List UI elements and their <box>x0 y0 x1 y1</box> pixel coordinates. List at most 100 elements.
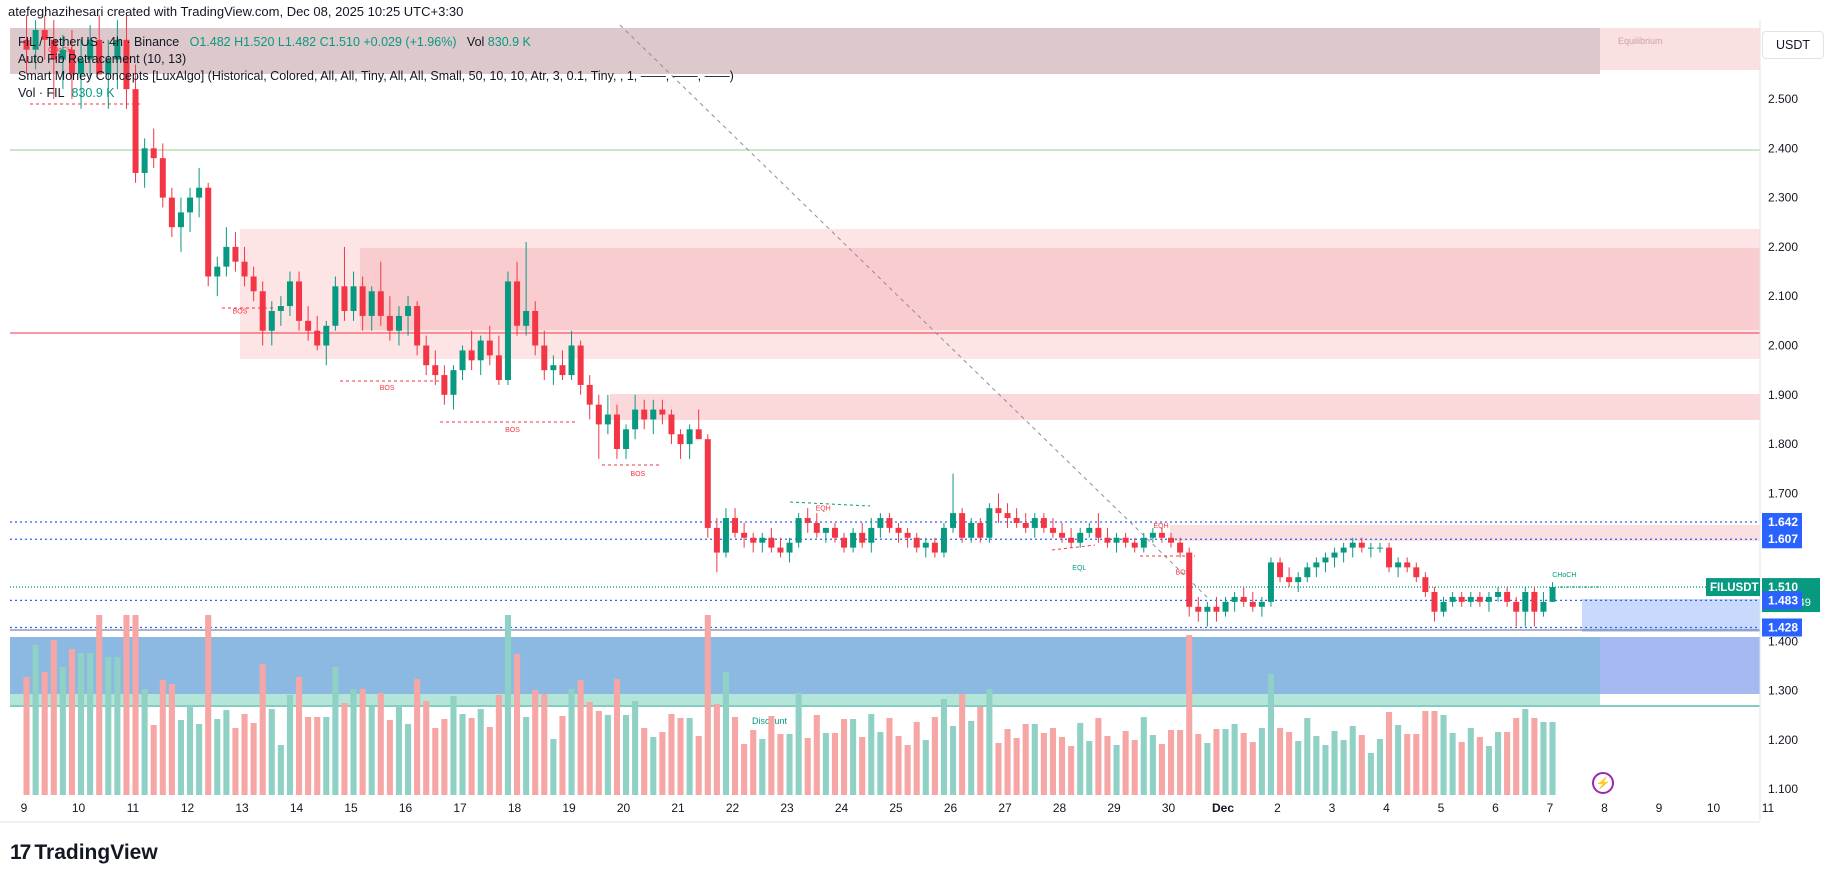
volume-bar <box>1358 735 1365 795</box>
candle-body <box>187 197 194 213</box>
candle-body <box>468 350 475 361</box>
candle-body <box>795 518 802 543</box>
volume-bar <box>1177 730 1184 795</box>
legend-symbol-row[interactable]: FIL / TetherUS · 4h · Binance O1.482 H1.… <box>18 35 531 49</box>
volume-bar <box>432 728 439 795</box>
candle-body <box>78 59 85 75</box>
discount-zone-bottom <box>10 694 1600 705</box>
volume-bar <box>659 732 666 795</box>
volume-bar <box>59 667 66 795</box>
candle-body <box>477 340 484 361</box>
volume-bar <box>332 667 339 795</box>
price-tick-label: 1.900 <box>1768 388 1798 402</box>
volume-bar <box>704 615 711 795</box>
currency-button[interactable]: USDT <box>1762 31 1824 59</box>
volume-bar <box>32 645 39 795</box>
time-tick-label: 10 <box>72 801 86 815</box>
volume-bar <box>323 717 330 795</box>
fib-price-badge <box>1762 618 1802 637</box>
candle-body <box>32 29 39 50</box>
time-tick-label: 10 <box>1707 801 1721 815</box>
volume-bar <box>1413 734 1420 795</box>
volume-bar <box>286 695 293 795</box>
candle-body <box>1458 596 1465 602</box>
candle-body <box>977 522 984 538</box>
candle-body <box>1086 527 1093 533</box>
candle-body <box>541 345 548 371</box>
candle-body <box>859 532 866 543</box>
volume-bar <box>1331 731 1338 795</box>
volume-bar <box>1168 730 1175 795</box>
volume-bar <box>1540 722 1547 795</box>
volume-bar <box>350 689 357 795</box>
flash-icon[interactable]: ⚡ <box>1592 772 1614 794</box>
volume-bar <box>1458 742 1465 795</box>
discount-zone <box>10 637 1600 694</box>
volume-bar <box>1386 712 1393 795</box>
volume-bar <box>732 717 739 795</box>
legend-fib-indicator[interactable]: Auto Fib Retracement (10, 13) <box>18 52 187 66</box>
candle-body <box>1222 601 1229 612</box>
candle-body <box>1258 601 1265 607</box>
volume-bar <box>168 684 175 795</box>
volume-bar <box>950 726 957 795</box>
candle-body <box>1504 592 1511 602</box>
volume-bar <box>1349 726 1356 795</box>
legend-volume-row[interactable]: Vol · FIL 830.9 K <box>18 86 115 100</box>
time-tick-label: 5 <box>1438 801 1445 815</box>
candle-body <box>350 286 357 311</box>
volume-bar <box>386 720 393 795</box>
volume-bar <box>1422 711 1429 795</box>
volume-bar <box>241 714 248 795</box>
legend-vol-value: 830.9 K <box>487 35 531 49</box>
volume-bar <box>541 694 548 795</box>
volume-bar <box>604 715 611 795</box>
candle-body <box>868 527 875 543</box>
volume-bar <box>813 715 820 795</box>
premium-zone <box>10 28 1600 74</box>
candle-body <box>359 286 366 316</box>
legend-smc-indicator[interactable]: Smart Money Concepts [LuxAlgo] (Historic… <box>18 69 734 83</box>
time-tick-label: 25 <box>889 801 903 815</box>
volume-bar <box>940 699 947 795</box>
supply-zone-recent <box>1170 525 1760 541</box>
legend-symbol[interactable]: FIL / TetherUS · 4h · Binance <box>18 35 180 49</box>
volume-bar <box>1476 737 1483 795</box>
volume-bar <box>1031 724 1038 795</box>
candle-body <box>732 518 739 533</box>
candle-body <box>777 547 784 553</box>
candle-body <box>1549 587 1556 602</box>
candle-body <box>486 340 493 356</box>
structure-label-7: EQH <box>1153 523 1168 530</box>
candle-body <box>1049 527 1056 533</box>
volume-bar <box>550 739 557 795</box>
structure-line-5 <box>789 501 871 507</box>
candle-body <box>668 414 675 435</box>
price-tick-label: 1.200 <box>1768 733 1798 747</box>
candle-body <box>1340 547 1347 553</box>
candle-body <box>368 291 375 316</box>
volume-bar <box>368 707 375 795</box>
volume-bar <box>868 714 875 795</box>
tradingview-logo[interactable]: 17 TradingView <box>10 841 158 865</box>
time-tick-label: 28 <box>1053 801 1067 815</box>
volume-bar <box>1231 724 1238 795</box>
volume-bar <box>895 736 902 795</box>
volume-bar <box>931 717 938 795</box>
volume-bar <box>668 714 675 795</box>
volume-bar <box>859 737 866 795</box>
volume-bar <box>559 716 566 795</box>
volume-bar <box>831 733 838 795</box>
volume-bar <box>514 654 521 795</box>
order-block-recent <box>1582 599 1760 632</box>
volume-bar <box>750 730 757 795</box>
candle-body <box>722 518 729 553</box>
candle-body <box>1413 567 1420 578</box>
candle-body <box>586 384 593 405</box>
candle-body <box>1186 552 1193 607</box>
volume-bar <box>1204 743 1211 795</box>
volume-bar <box>359 689 366 795</box>
candle-body <box>1331 552 1338 558</box>
volume-bar <box>1059 737 1066 795</box>
